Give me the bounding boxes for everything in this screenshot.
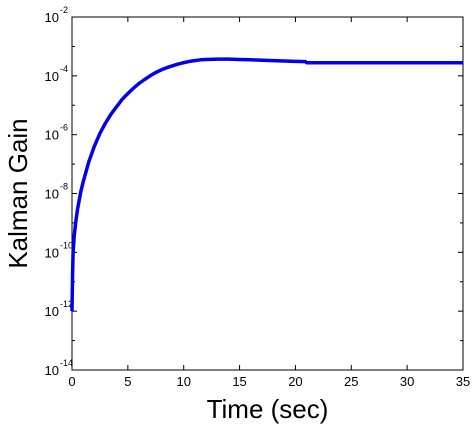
y-tick-label-exponent: -12 bbox=[60, 299, 73, 309]
x-tick-label: 0 bbox=[68, 374, 75, 389]
x-tick-label: 30 bbox=[400, 374, 414, 389]
series-layer bbox=[70, 57, 463, 312]
y-tick-label-base: 10 bbox=[45, 363, 59, 378]
y-tick-label-exponent: -2 bbox=[60, 5, 68, 15]
y-tick-label-base: 10 bbox=[45, 187, 59, 202]
y-tick-label-exponent: -10 bbox=[60, 240, 73, 250]
series-line-0 bbox=[70, 57, 463, 312]
x-axis-title: Time (sec) bbox=[207, 394, 329, 424]
y-tick-label-exponent: -6 bbox=[60, 123, 68, 133]
x-tick-label: 25 bbox=[344, 374, 358, 389]
y-tick-label-base: 10 bbox=[45, 69, 59, 84]
y-tick-label-base: 10 bbox=[45, 245, 59, 260]
x-tick-labels: 0 5 10 15 20 25 30 35 bbox=[68, 374, 470, 389]
y-tick-label-exponent: -4 bbox=[60, 64, 68, 74]
x-tick-label: 35 bbox=[456, 374, 470, 389]
y-tick-label-base: 10 bbox=[45, 10, 59, 25]
y-tick-label-exponent: -14 bbox=[60, 358, 73, 368]
x-tick-label: 20 bbox=[288, 374, 302, 389]
y-tick-label-base: 10 bbox=[45, 128, 59, 143]
x-tick-label: 10 bbox=[176, 374, 190, 389]
y-tick-label-exponent: -8 bbox=[60, 182, 68, 192]
y-tick-label-base: 10 bbox=[45, 304, 59, 319]
y-axis-title: Kalman Gain bbox=[3, 118, 33, 268]
x-tick-label: 5 bbox=[124, 374, 131, 389]
x-tick-label: 15 bbox=[232, 374, 246, 389]
